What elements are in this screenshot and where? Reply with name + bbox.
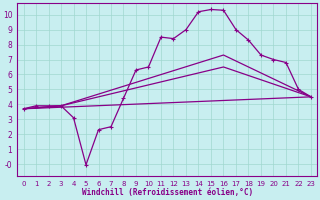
X-axis label: Windchill (Refroidissement éolien,°C): Windchill (Refroidissement éolien,°C) [82, 188, 253, 197]
